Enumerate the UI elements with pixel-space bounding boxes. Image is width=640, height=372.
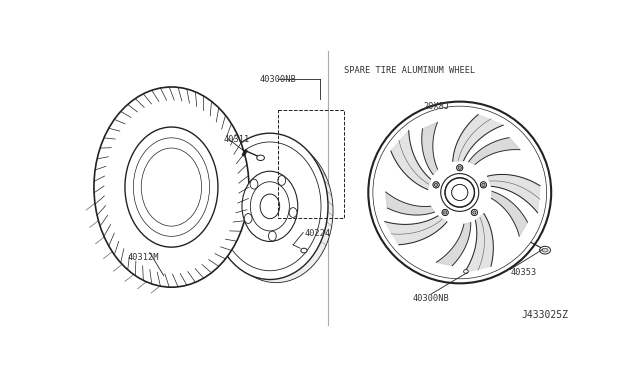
Ellipse shape <box>540 246 550 254</box>
Ellipse shape <box>481 182 486 188</box>
Ellipse shape <box>289 208 297 218</box>
Ellipse shape <box>481 182 486 188</box>
Polygon shape <box>492 191 527 236</box>
Text: 40300NB: 40300NB <box>259 76 296 84</box>
Ellipse shape <box>433 182 439 188</box>
Ellipse shape <box>458 166 461 169</box>
Ellipse shape <box>445 178 474 207</box>
Polygon shape <box>422 122 438 174</box>
Ellipse shape <box>125 127 218 247</box>
Ellipse shape <box>242 171 298 241</box>
Text: 40312M: 40312M <box>128 253 159 262</box>
Ellipse shape <box>457 165 463 171</box>
Ellipse shape <box>278 176 285 185</box>
Ellipse shape <box>435 183 438 186</box>
Polygon shape <box>452 115 503 161</box>
Ellipse shape <box>445 178 474 207</box>
Polygon shape <box>488 174 540 213</box>
Ellipse shape <box>219 142 321 271</box>
Ellipse shape <box>260 194 280 219</box>
Text: 20X8J: 20X8J <box>424 102 450 110</box>
Ellipse shape <box>219 139 333 283</box>
Text: J433025Z: J433025Z <box>521 310 568 320</box>
Polygon shape <box>386 192 435 215</box>
Ellipse shape <box>244 214 252 224</box>
Ellipse shape <box>442 209 448 215</box>
Ellipse shape <box>463 270 468 273</box>
Polygon shape <box>465 214 493 272</box>
Text: SPARE TIRE ALUMINUM WHEEL: SPARE TIRE ALUMINUM WHEEL <box>344 66 475 75</box>
Ellipse shape <box>250 182 289 231</box>
Ellipse shape <box>141 148 202 226</box>
Ellipse shape <box>472 209 477 215</box>
Bar <box>278 110 344 218</box>
Ellipse shape <box>444 211 447 214</box>
Ellipse shape <box>452 185 468 201</box>
Polygon shape <box>468 138 520 164</box>
Text: 40353: 40353 <box>510 268 536 277</box>
Ellipse shape <box>442 209 448 215</box>
Ellipse shape <box>268 231 276 241</box>
Ellipse shape <box>373 106 547 279</box>
Ellipse shape <box>441 174 479 211</box>
Text: 40311: 40311 <box>223 135 250 144</box>
Ellipse shape <box>133 138 209 236</box>
Ellipse shape <box>473 211 476 214</box>
Ellipse shape <box>435 183 438 186</box>
Ellipse shape <box>482 183 485 186</box>
Ellipse shape <box>457 165 463 171</box>
Text: 40224: 40224 <box>305 230 331 238</box>
Ellipse shape <box>368 102 551 283</box>
Ellipse shape <box>212 133 328 279</box>
Polygon shape <box>391 131 431 189</box>
Ellipse shape <box>257 155 264 161</box>
Ellipse shape <box>473 211 476 214</box>
Polygon shape <box>385 216 447 245</box>
Ellipse shape <box>482 183 485 186</box>
Ellipse shape <box>471 209 477 215</box>
Ellipse shape <box>458 166 461 169</box>
Ellipse shape <box>94 87 249 287</box>
Ellipse shape <box>433 182 439 188</box>
Text: 40300NB: 40300NB <box>413 294 449 303</box>
Ellipse shape <box>444 211 447 214</box>
Polygon shape <box>436 222 471 266</box>
Ellipse shape <box>452 185 468 201</box>
Ellipse shape <box>250 179 258 189</box>
Ellipse shape <box>542 248 548 252</box>
Ellipse shape <box>301 248 307 253</box>
